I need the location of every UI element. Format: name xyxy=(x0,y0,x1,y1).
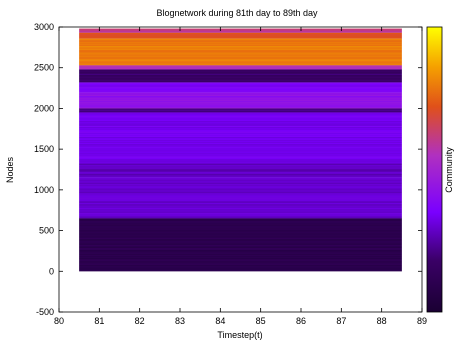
y-tick-label: 1500 xyxy=(34,144,54,154)
colorbar-label: Community xyxy=(444,147,454,193)
heatmap-band xyxy=(79,38,402,66)
y-axis-label: Nodes xyxy=(5,156,15,183)
x-axis: 80 81 82 83 84 85 86 87 88 89 xyxy=(54,27,427,326)
y-tick-label: 2500 xyxy=(34,63,54,73)
heatmap-band xyxy=(79,177,402,219)
y-tick-label: 500 xyxy=(39,226,54,236)
chart-title: Blognetwork during 81th day to 89th day xyxy=(156,8,318,18)
y-tick-label: 2000 xyxy=(34,103,54,113)
heatmap-stripes xyxy=(79,28,402,272)
x-tick-label: 88 xyxy=(377,316,387,326)
heatmap-band xyxy=(79,112,402,163)
x-tick-label: 82 xyxy=(135,316,145,326)
x-tick-label: 80 xyxy=(54,316,64,326)
x-axis-label: Timestep(t) xyxy=(217,330,262,340)
x-tick-label: 86 xyxy=(296,316,306,326)
y-tick-label: 0 xyxy=(49,266,54,276)
x-tick-label: 84 xyxy=(215,316,225,326)
x-tick-label: 87 xyxy=(336,316,346,326)
x-tick-label: 81 xyxy=(94,316,104,326)
x-tick-label: 89 xyxy=(417,316,427,326)
y-tick-label: 3000 xyxy=(34,22,54,32)
x-tick-label: 83 xyxy=(175,316,185,326)
heatmap-band xyxy=(79,32,402,39)
y-tick-label: 1000 xyxy=(34,185,54,195)
x-tick-label: 85 xyxy=(256,316,266,326)
y-tick-label: -500 xyxy=(36,307,54,317)
colorbar: Community xyxy=(426,26,454,313)
y-axis: -500 0 500 1000 1500 2000 2500 3000 xyxy=(34,22,422,317)
